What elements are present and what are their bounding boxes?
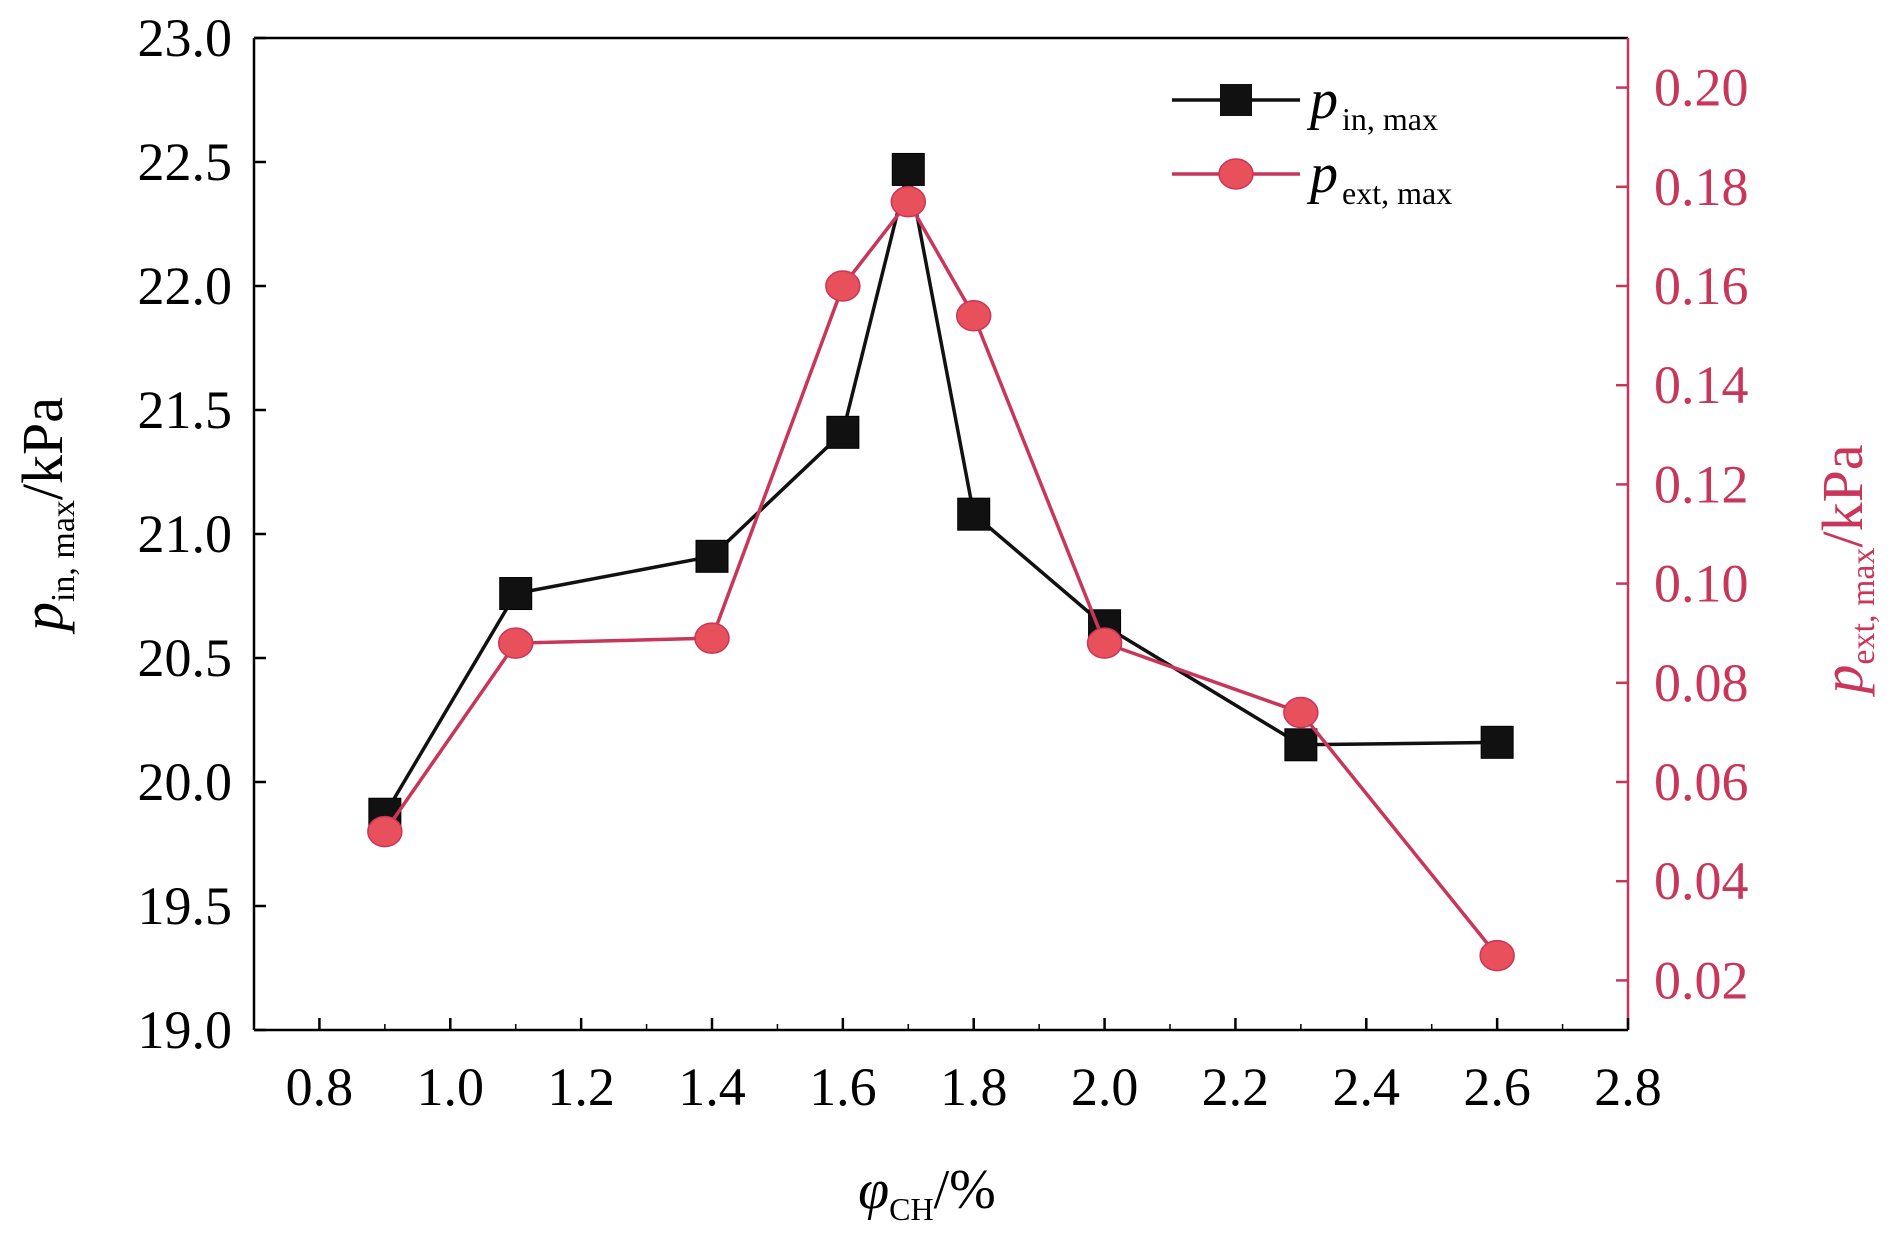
y-left-tick-label: 21.5 [138, 380, 233, 440]
x-tick-label: 2.2 [1202, 1057, 1270, 1117]
y-left-tick-label: 19.0 [138, 1000, 233, 1060]
data-point-ext [825, 270, 861, 302]
legend-label: p ext, max [1306, 143, 1452, 211]
series-layer [367, 152, 1515, 972]
right-y-axis-label-sub: ext, max [1845, 548, 1882, 665]
x-axis-label: φCH/% [858, 1159, 996, 1227]
y-right-tick-label: 0.04 [1654, 851, 1749, 911]
y-right-tick-label: 0.10 [1654, 554, 1749, 614]
y-left-tick-label: 21.0 [138, 504, 233, 564]
data-point-ext [497, 627, 534, 659]
data-point-ext [890, 185, 927, 218]
y-right-tick-label: 0.20 [1654, 58, 1749, 118]
data-point-ext [1479, 939, 1515, 972]
data-point-in [891, 152, 925, 186]
x-tick-label: 1.6 [809, 1057, 877, 1117]
data-point-ext [955, 300, 992, 332]
left-y-axis-label-unit: /kPa [10, 397, 75, 500]
legend-label-sub: in, max [1342, 101, 1438, 137]
right-y-axis-label-unit: /kPa [1810, 444, 1875, 547]
x-tick-label: 1.0 [417, 1057, 485, 1117]
x-tick-label: 1.4 [678, 1057, 746, 1117]
data-point-ext [1283, 696, 1319, 729]
left-y-axis-label: pin, max/kPa [10, 397, 82, 635]
y-right-tick-label: 0.08 [1654, 653, 1749, 713]
series-line-1 [383, 199, 1499, 957]
x-tick-label: 1.2 [547, 1057, 615, 1117]
data-point-in [695, 539, 729, 573]
data-point-in [1284, 728, 1318, 762]
series-line-0 [383, 167, 1498, 816]
x-tick-label: 2.0 [1071, 1057, 1139, 1117]
data-point-in [957, 497, 991, 531]
y-left-tick-label: 22.5 [138, 132, 233, 192]
data-point-in [1480, 725, 1514, 759]
x-tick-label: 2.8 [1594, 1057, 1662, 1117]
legend-marker-square [1220, 84, 1252, 116]
x-tick-label: 0.8 [286, 1057, 354, 1117]
y-left-tick-label: 20.5 [138, 628, 233, 688]
y-right-tick-label: 0.16 [1654, 256, 1749, 316]
axes-layer: 0.8 1.0 1.2 1.4 1.6 1.8 2.0 2.2 2.4 2.6 2.8 19.0 19.… [138, 8, 1749, 1117]
data-point-ext [694, 622, 730, 654]
y-right-tick-label: 0.18 [1654, 157, 1749, 217]
y-right-tick-label: 0.12 [1654, 454, 1749, 514]
data-point-in [499, 577, 533, 611]
right-y-axis-label-main: p [1810, 665, 1875, 698]
x-tick-label: 2.6 [1463, 1057, 1531, 1117]
x-axis-label-unit: /% [934, 1159, 996, 1221]
legend-label: p in, max [1306, 69, 1438, 137]
right-y-axis-label: pext, max/kPa [1810, 444, 1882, 697]
y-left-tick-label: 23.0 [138, 8, 233, 68]
y-left-tick-label: 20.0 [138, 752, 233, 812]
x-tick-label: 2.4 [1333, 1057, 1401, 1117]
x-axis-label-sub: CH [889, 1191, 933, 1227]
left-y-axis-label-main: p [10, 602, 75, 635]
left-y-axis-label-sub: in, max [45, 500, 82, 602]
x-tick-label: 1.8 [940, 1057, 1008, 1117]
x-axis-label-main: φ [858, 1159, 889, 1221]
y-left-tick-label: 19.5 [138, 876, 233, 936]
data-point-in [826, 415, 860, 449]
data-point-ext [1086, 627, 1123, 659]
y-right-tick-label: 0.02 [1654, 950, 1749, 1010]
legend-label-sub: ext, max [1342, 175, 1452, 211]
y-right-tick-label: 0.06 [1654, 752, 1749, 812]
y-left-tick-label: 22.0 [138, 256, 233, 316]
y-right-tick-label: 0.14 [1654, 355, 1749, 415]
legend-label-main: p [1306, 69, 1338, 131]
legend-marker-circle [1218, 158, 1254, 190]
legend-label-main: p [1306, 143, 1338, 205]
data-point-ext [367, 815, 403, 848]
